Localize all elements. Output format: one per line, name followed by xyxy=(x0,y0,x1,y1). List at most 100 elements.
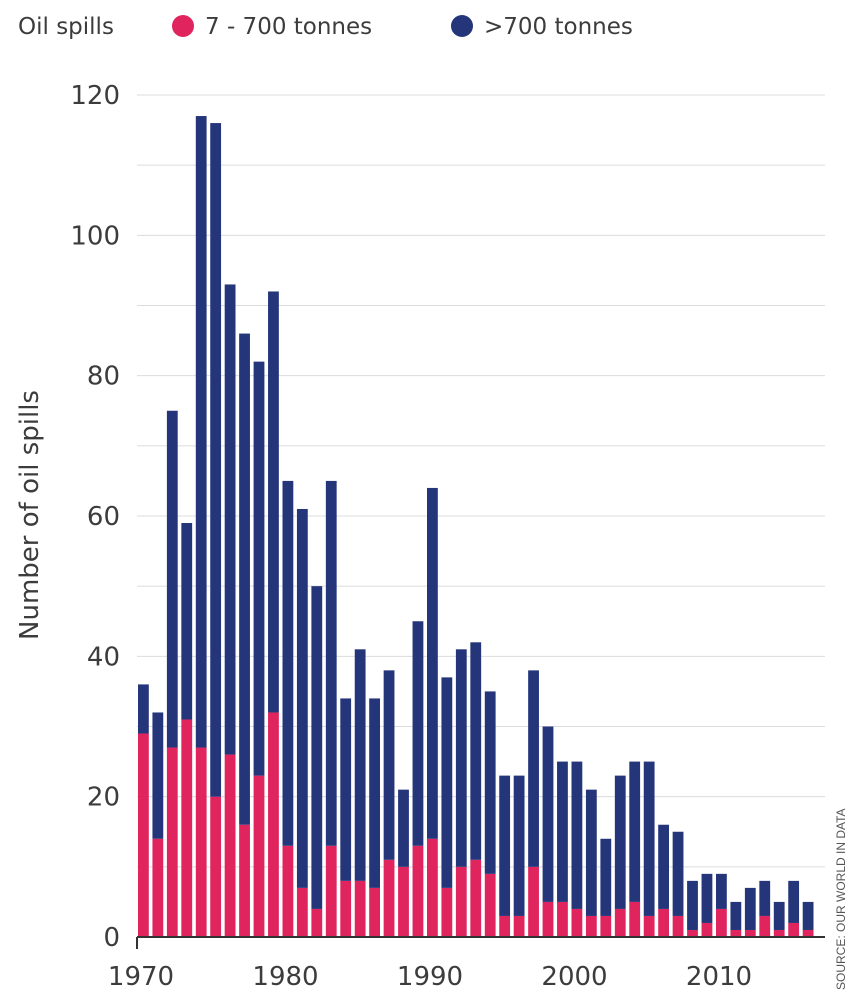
bar-large-spills xyxy=(296,508,308,888)
bar-small-spills xyxy=(643,915,655,937)
bar-small-spills xyxy=(383,859,395,937)
bar-small-spills xyxy=(802,929,814,937)
bar-large-spills xyxy=(773,901,785,930)
y-tick-label: 0 xyxy=(103,923,120,953)
bar-small-spills xyxy=(239,824,250,937)
bar-small-spills xyxy=(744,929,756,937)
bar-large-spills xyxy=(585,789,597,916)
bar-small-spills xyxy=(181,719,193,937)
bar-small-spills xyxy=(542,901,554,937)
bar-small-spills xyxy=(513,915,525,937)
bar-small-spills xyxy=(716,908,727,937)
bar-large-spills xyxy=(268,291,279,713)
legend-label: >700 tonnes xyxy=(484,14,633,40)
bar-large-spills xyxy=(499,775,511,916)
bar-large-spills xyxy=(210,123,222,797)
bar-large-spills xyxy=(672,831,684,916)
y-tick-label: 120 xyxy=(70,81,120,111)
bar-small-spills xyxy=(672,915,684,937)
bar-large-spills xyxy=(239,333,250,825)
bar-small-spills xyxy=(470,859,482,937)
y-tick-label: 40 xyxy=(87,642,120,672)
bar-large-spills xyxy=(571,761,583,909)
bar-large-spills xyxy=(253,361,265,776)
bar-large-spills xyxy=(614,775,626,909)
bar-small-spills xyxy=(528,866,539,937)
bar-large-spills xyxy=(600,838,612,916)
bar-large-spills xyxy=(166,410,178,748)
bar-small-spills xyxy=(195,747,207,937)
legend-label: 7 - 700 tonnes xyxy=(205,14,372,40)
bar-small-spills xyxy=(455,866,467,937)
bar-large-spills xyxy=(282,480,294,846)
bar-small-spills xyxy=(484,873,496,937)
bar-large-spills xyxy=(658,824,669,909)
bar-small-spills xyxy=(614,908,626,937)
y-tick-label: 80 xyxy=(87,362,120,392)
y-tick-label: 20 xyxy=(87,783,120,813)
bar-large-spills xyxy=(224,284,236,755)
bar-large-spills xyxy=(152,712,164,839)
bar-small-spills xyxy=(268,712,279,937)
bar-large-spills xyxy=(325,480,337,846)
bar-small-spills xyxy=(571,908,583,937)
bar-small-spills xyxy=(325,845,337,937)
bar-large-spills xyxy=(441,677,453,888)
bar-large-spills xyxy=(383,670,395,860)
bar-small-spills xyxy=(253,775,265,937)
bar-small-spills xyxy=(427,838,438,937)
bar-small-spills xyxy=(311,908,323,937)
bar-large-spills xyxy=(643,761,655,916)
bar-small-spills xyxy=(152,838,164,937)
bar-large-spills xyxy=(398,789,409,867)
bar-large-spills xyxy=(340,698,352,881)
legend-swatch xyxy=(451,15,473,37)
bar-large-spills xyxy=(412,621,424,846)
bar-large-spills xyxy=(369,698,380,888)
x-tick-labels: 1970 1980 1990 2000 2010 xyxy=(108,962,752,992)
bar-small-spills xyxy=(354,880,366,937)
x-tick-label: 2010 xyxy=(686,962,752,992)
bar-large-spills xyxy=(455,649,467,867)
bar-large-spills xyxy=(354,649,366,881)
bar-large-spills xyxy=(195,116,207,748)
y-axis-title: Number of oil spills xyxy=(15,390,45,640)
bar-small-spills xyxy=(629,901,641,937)
bar-large-spills xyxy=(484,691,496,874)
bar-large-spills xyxy=(788,880,800,923)
bar-small-spills xyxy=(773,929,785,937)
bar-small-spills xyxy=(585,915,597,937)
bar-small-spills xyxy=(166,747,178,937)
bar-small-spills xyxy=(759,915,771,937)
bars xyxy=(138,116,814,937)
bar-large-spills xyxy=(542,726,554,902)
x-tick-label: 2000 xyxy=(541,962,607,992)
bar-large-spills xyxy=(759,880,771,916)
bar-large-spills xyxy=(802,901,814,930)
bar-small-spills xyxy=(210,796,222,937)
bar-large-spills xyxy=(687,880,698,930)
bar-small-spills xyxy=(658,908,669,937)
bar-small-spills xyxy=(412,845,424,937)
bar-large-spills xyxy=(701,873,713,923)
bar-large-spills xyxy=(138,684,149,734)
bar-large-spills xyxy=(311,586,323,909)
bar-small-spills xyxy=(730,929,742,937)
bar-large-spills xyxy=(716,873,727,909)
bar-small-spills xyxy=(138,733,149,937)
bar-large-spills xyxy=(528,670,539,867)
bar-large-spills xyxy=(513,775,525,916)
bar-large-spills xyxy=(557,761,568,902)
bar-small-spills xyxy=(296,887,308,937)
bar-small-spills xyxy=(557,901,568,937)
bar-large-spills xyxy=(181,523,193,720)
bar-small-spills xyxy=(441,887,453,937)
bar-small-spills xyxy=(687,929,698,937)
bar-small-spills xyxy=(788,922,800,937)
bar-small-spills xyxy=(499,915,511,937)
bar-small-spills xyxy=(224,754,236,937)
x-tick-label: 1970 xyxy=(108,962,174,992)
bar-small-spills xyxy=(369,887,380,937)
bar-large-spills xyxy=(629,761,641,902)
bar-large-spills xyxy=(730,901,742,930)
